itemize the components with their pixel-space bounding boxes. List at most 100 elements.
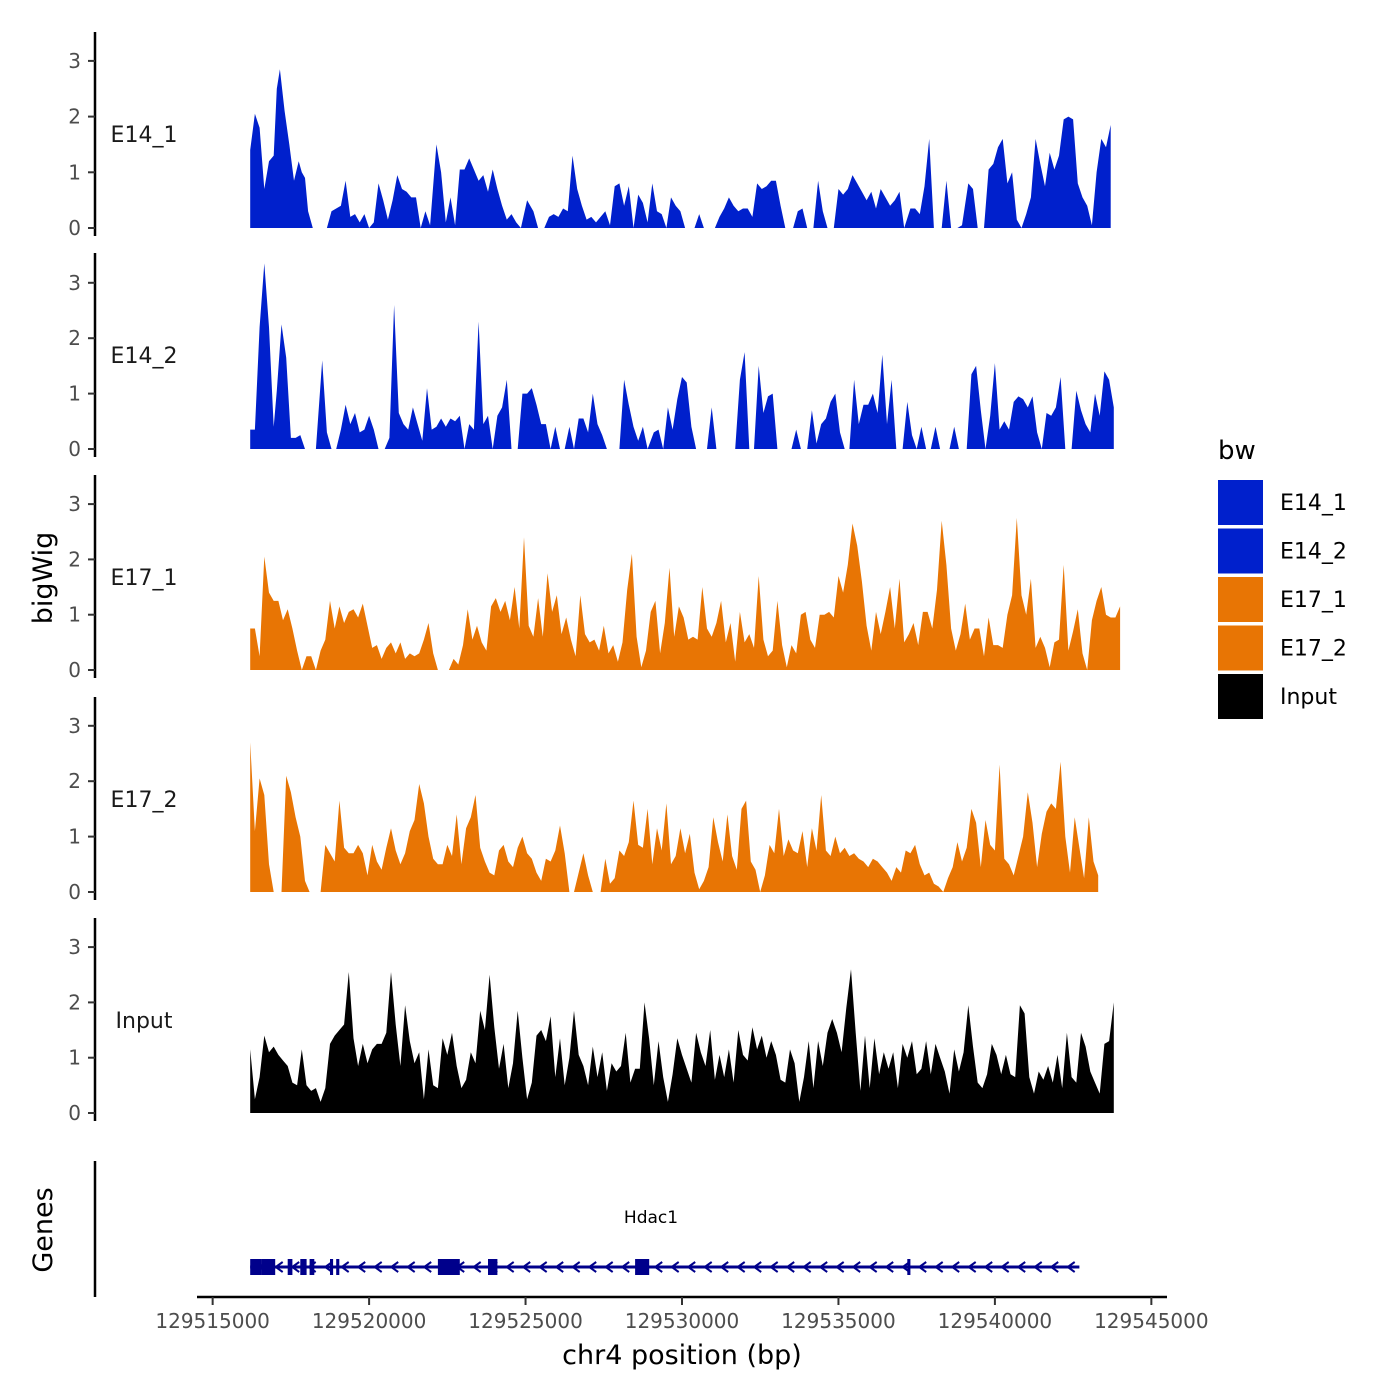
- track-label: E17_2: [111, 788, 178, 813]
- track-label: E14_2: [111, 344, 178, 369]
- legend-label: E17_1: [1280, 588, 1347, 613]
- y-tick-label: 1: [68, 160, 81, 184]
- gene-label: Hdac1: [624, 1208, 678, 1228]
- strand-arrow: [1016, 1261, 1026, 1273]
- track-panels: 0 1 2 3 E14_1 0 1 2 3 E14_2 0 1 2 3 E17_1 0 1 2 3 E17_2 0 1 2 3…: [68, 32, 1121, 1125]
- strand-arrow: [620, 1261, 630, 1273]
- exon: [336, 1259, 340, 1275]
- y-tick-label: 2: [68, 990, 81, 1014]
- strand-arrow: [983, 1261, 993, 1273]
- strand-arrow: [339, 1261, 350, 1273]
- y-tick-label: 3: [68, 935, 81, 959]
- legend-swatch-E17_2: [1218, 625, 1263, 671]
- strand-arrow: [587, 1261, 597, 1273]
- y-axis-title: bigWig: [28, 532, 59, 625]
- strand-arrow: [372, 1261, 383, 1273]
- strand-arrow: [273, 1261, 284, 1273]
- y-tick-label: 3: [68, 492, 81, 516]
- strand-arrow: [966, 1261, 977, 1273]
- x-tick-label: 129540000: [938, 1309, 1053, 1333]
- strand-arrow: [785, 1261, 795, 1273]
- strand-arrow: [405, 1261, 416, 1273]
- strand-arrow: [719, 1261, 729, 1273]
- x-tick-label: 129520000: [312, 1309, 427, 1333]
- y-tick-label: 3: [68, 714, 81, 738]
- x-tick-label: 129535000: [781, 1309, 896, 1333]
- y-tick-label: 0: [68, 1101, 81, 1125]
- strand-arrow: [537, 1261, 548, 1273]
- strand-arrow: [884, 1261, 894, 1273]
- strand-arrow: [653, 1261, 663, 1273]
- y-tick-label: 0: [68, 880, 81, 904]
- strand-arrow: [950, 1261, 960, 1273]
- y-tick-label: 1: [68, 1046, 81, 1070]
- x-axis: 129515000 129520000 129525000 129530000 1295…: [155, 1295, 1209, 1333]
- x-tick-label: 129515000: [155, 1309, 270, 1333]
- track-E17_1: 0 1 2 3 E17_1: [68, 475, 1121, 682]
- strand-arrow: [521, 1261, 531, 1273]
- signal-area-Input: [250, 969, 1114, 1113]
- strand-arrow: [1032, 1261, 1043, 1273]
- legend-label: E14_1: [1280, 491, 1347, 516]
- track-label: Input: [116, 1009, 173, 1034]
- track-E14_1: 0 1 2 3 E14_1: [68, 32, 1111, 240]
- strand-arrow: [735, 1261, 746, 1273]
- gene-track: Hdac1: [93, 1161, 1080, 1297]
- strand-arrow: [818, 1261, 828, 1273]
- exon: [635, 1259, 650, 1275]
- strand-arrow: [801, 1261, 812, 1273]
- strand-arrow: [471, 1261, 482, 1273]
- strand-arrow: [752, 1261, 762, 1273]
- legend-swatch-E17_1: [1218, 577, 1263, 622]
- exon: [488, 1259, 498, 1275]
- strand-arrow: [356, 1261, 366, 1273]
- exon: [300, 1259, 307, 1275]
- strand-arrow: [570, 1261, 581, 1273]
- strand-arrow: [999, 1261, 1010, 1273]
- legend: bw E14_1 E14_2 E17_1 E17_2 Input: [1218, 436, 1347, 719]
- legend-swatch-Input: [1218, 674, 1263, 719]
- legend-swatch-E14_1: [1218, 480, 1263, 525]
- y-tick-label: 3: [68, 49, 81, 73]
- exon: [330, 1259, 334, 1275]
- track-Input: 0 1 2 3 Input: [68, 918, 1114, 1125]
- strand-arrow: [669, 1261, 680, 1273]
- x-tick-label: 129545000: [1094, 1309, 1209, 1333]
- signal-area-E17_1: [250, 517, 1121, 670]
- exon: [287, 1259, 293, 1275]
- exon: [907, 1259, 911, 1275]
- x-axis-title: chr4 position (bp): [562, 1340, 802, 1371]
- strand-arrow: [554, 1261, 564, 1273]
- legend-title: bw: [1218, 436, 1256, 466]
- strand-arrow: [768, 1261, 779, 1273]
- y-tick-label: 1: [68, 825, 81, 849]
- strand-arrow: [603, 1261, 614, 1273]
- x-tick-label: 129525000: [468, 1309, 583, 1333]
- exon: [309, 1259, 315, 1275]
- strand-arrow: [867, 1261, 878, 1273]
- y-tick-label: 1: [68, 603, 81, 627]
- strand-arrow: [1049, 1261, 1059, 1273]
- track-E17_2: 0 1 2 3 E17_2: [68, 697, 1099, 904]
- legend-label: E14_2: [1280, 540, 1347, 565]
- exon: [261, 1259, 276, 1275]
- legend-swatch-E14_2: [1218, 528, 1263, 574]
- signal-area-E14_2: [250, 263, 1114, 449]
- legend-label: Input: [1280, 685, 1337, 710]
- strand-arrow: [389, 1261, 399, 1273]
- track-E14_2: 0 1 2 3 E14_2: [68, 253, 1114, 461]
- y-tick-label: 2: [68, 105, 81, 129]
- y-tick-label: 2: [68, 547, 81, 571]
- strand-arrow: [702, 1261, 713, 1273]
- exon: [437, 1259, 460, 1275]
- strand-arrow: [504, 1261, 515, 1273]
- y-tick-label: 0: [68, 437, 81, 461]
- genes-axis-title: Genes: [28, 1187, 59, 1272]
- track-label: E14_1: [111, 123, 178, 148]
- y-tick-label: 0: [68, 658, 81, 682]
- y-tick-label: 0: [68, 216, 81, 240]
- signal-area-E17_2: [250, 742, 1099, 892]
- exon: [250, 1259, 262, 1275]
- strand-arrow: [422, 1261, 432, 1273]
- x-tick-label: 129530000: [625, 1309, 740, 1333]
